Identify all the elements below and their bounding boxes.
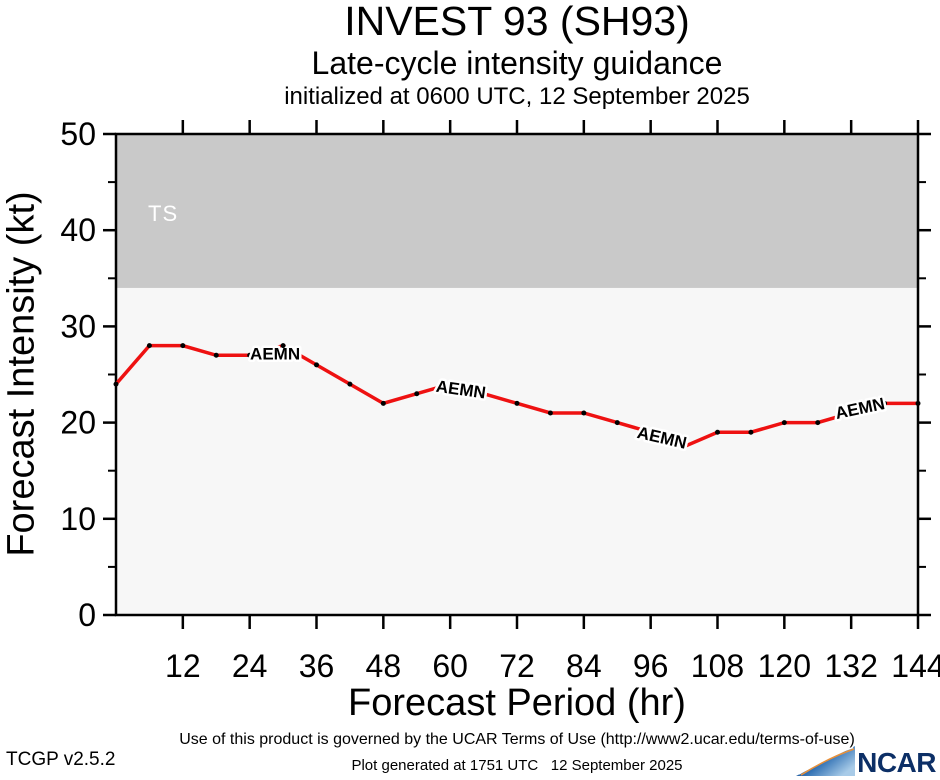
data-point-marker	[180, 343, 186, 349]
x-tick-label: 144	[891, 648, 940, 684]
y-tick-label: 30	[60, 308, 96, 344]
x-axis-title: Forecast Period (hr)	[348, 682, 686, 724]
data-point-marker	[748, 429, 754, 435]
data-point-marker	[882, 400, 888, 406]
chart-init-line: initialized at 0600 UTC, 12 September 20…	[284, 83, 750, 110]
tcgp-version-text: TCGP v2.5.2	[6, 749, 116, 770]
ncar-logo-text: NCAR	[857, 747, 936, 778]
data-point-marker	[547, 410, 553, 416]
x-tick-label: 132	[824, 648, 877, 684]
x-tick-label: 72	[499, 648, 535, 684]
terms-of-use-text: Use of this product is governed by the U…	[179, 731, 855, 748]
data-point-marker	[247, 352, 253, 358]
x-tick-label: 120	[758, 648, 811, 684]
x-tick-label: 48	[366, 648, 402, 684]
data-point-marker	[481, 391, 487, 397]
data-point-marker	[681, 444, 687, 450]
y-tick-label: 0	[78, 597, 96, 633]
data-point-marker	[146, 343, 152, 349]
data-point-marker	[781, 420, 787, 426]
data-point-marker	[915, 400, 921, 406]
data-point-marker	[380, 400, 386, 406]
x-tick-label: 96	[633, 648, 669, 684]
y-axis-title: Forecast Intensity (kt)	[0, 191, 43, 557]
data-point-marker	[581, 410, 587, 416]
data-point-marker	[614, 420, 620, 426]
data-point-marker	[715, 429, 720, 435]
ncar-logo-triangle	[796, 746, 856, 776]
chart-subtitle: Late-cycle intensity guidance	[311, 45, 723, 81]
data-point-marker	[414, 391, 420, 397]
plot-generated-text: Plot generated at 1751 UTC 12 September …	[351, 757, 683, 774]
shaded-region-ts	[116, 134, 918, 288]
data-point-marker	[280, 343, 286, 349]
x-tick-label: 24	[232, 648, 268, 684]
chart-title: INVEST 93 (SH93)	[344, 0, 690, 44]
series-label-aemn: AEMN	[250, 345, 300, 364]
x-tick-label: 36	[299, 648, 335, 684]
shaded-region-label: TS	[148, 201, 178, 226]
x-tick-label: 12	[165, 648, 201, 684]
x-tick-label: 84	[566, 648, 602, 684]
y-tick-label: 20	[60, 405, 96, 441]
y-tick-label: 50	[60, 116, 96, 152]
data-point-marker	[314, 362, 319, 368]
x-tick-label: 60	[432, 648, 468, 684]
data-point-marker	[347, 381, 353, 387]
data-point-marker	[113, 381, 119, 387]
ncar-logo: NCAR	[796, 744, 936, 777]
data-point-marker	[514, 400, 520, 406]
x-tick-label: 108	[691, 648, 744, 684]
y-tick-label: 10	[60, 501, 96, 537]
data-point-marker	[815, 420, 821, 426]
y-tick-label: 40	[60, 212, 96, 248]
data-point-marker	[213, 352, 219, 358]
